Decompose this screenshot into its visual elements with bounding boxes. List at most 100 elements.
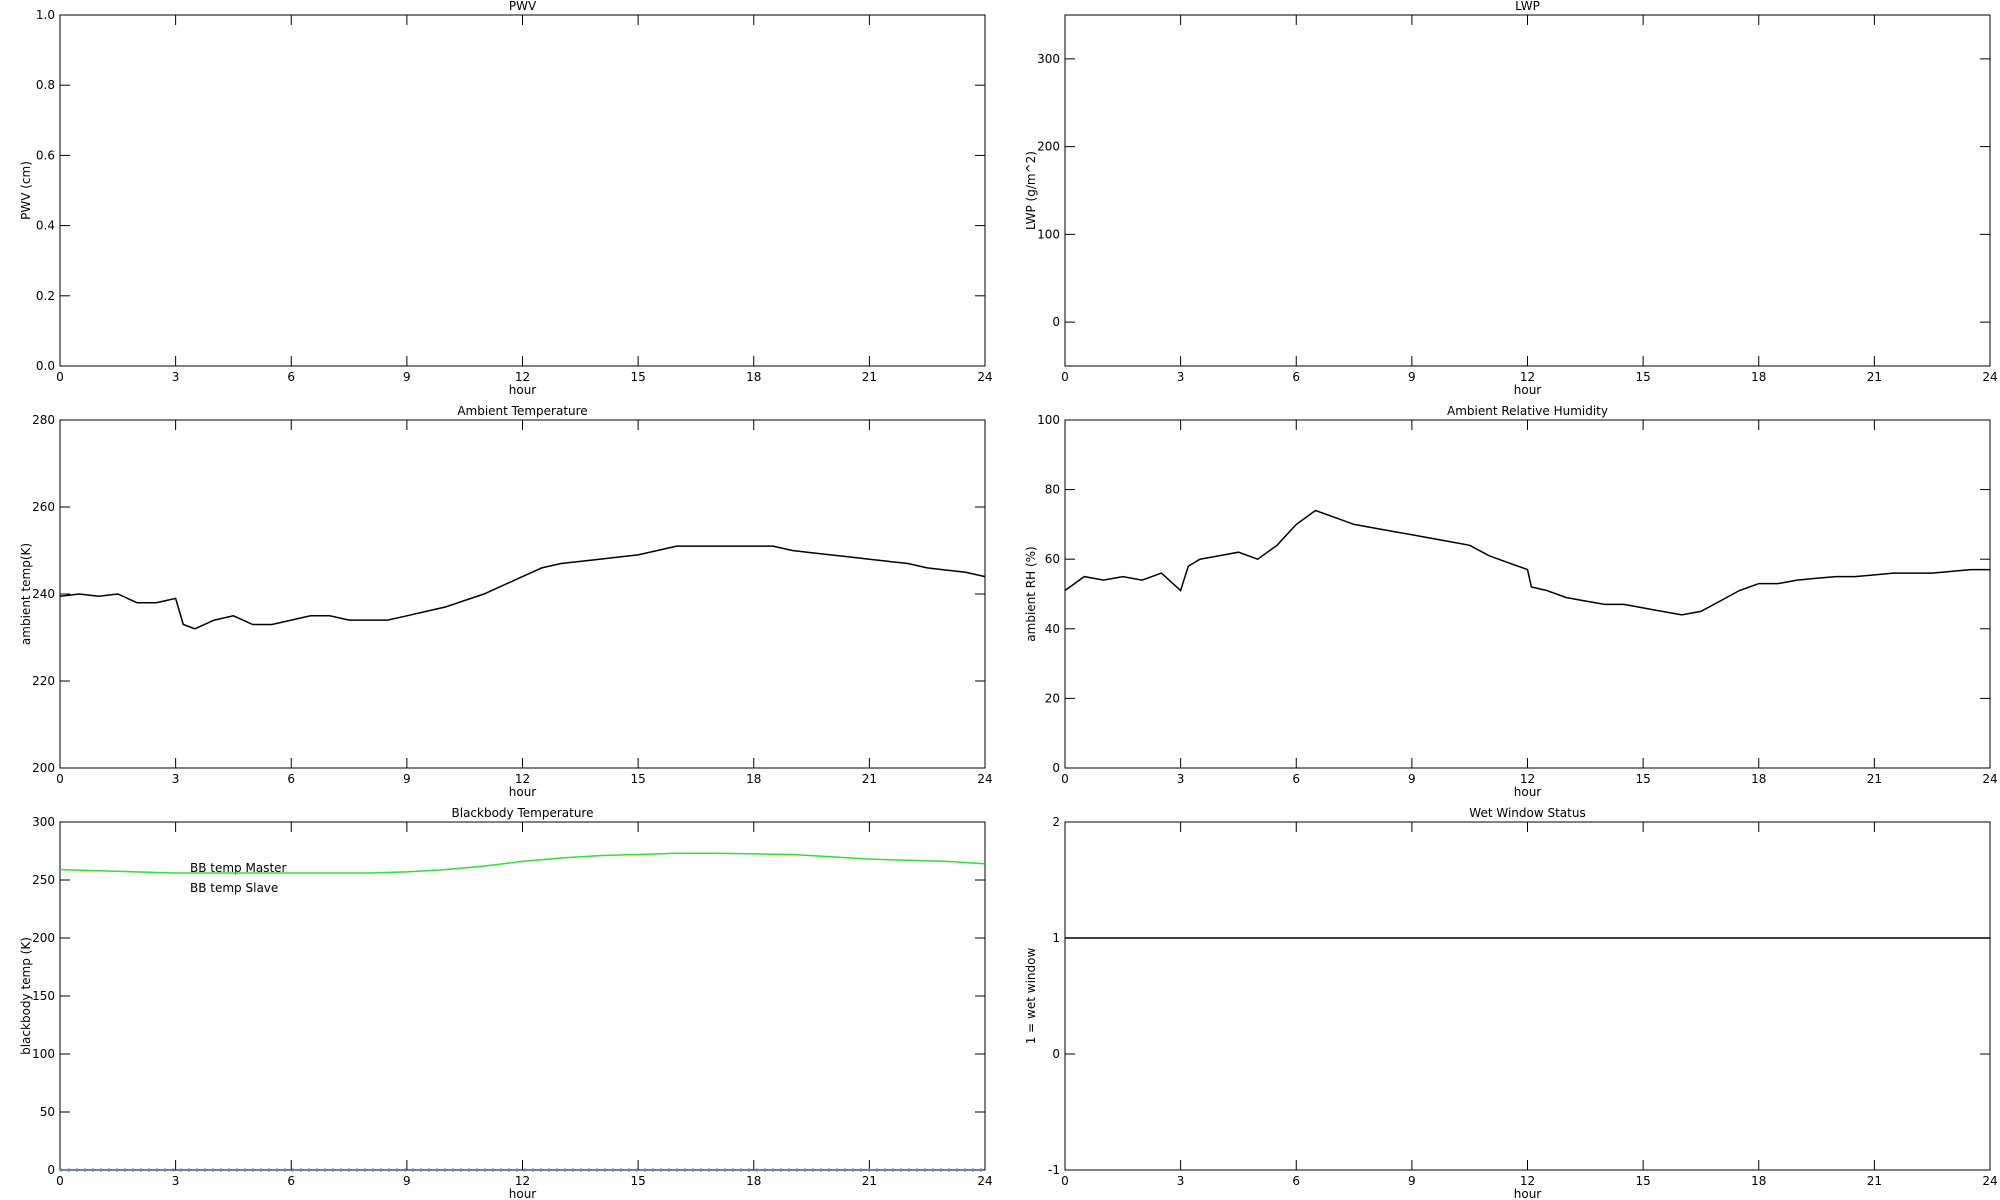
x-tick-label: 21 bbox=[862, 370, 877, 384]
x-tick-label: 3 bbox=[1177, 370, 1185, 384]
x-tick-label: 3 bbox=[172, 370, 180, 384]
y-tick-label: 0 bbox=[1052, 761, 1060, 775]
chart-panel: Ambient Temperature hour ambient temp(K) 0 3… bbox=[19, 404, 993, 799]
y-tick-label: 200 bbox=[32, 761, 55, 775]
chart-title: Blackbody Temperature bbox=[452, 806, 594, 820]
x-tick-label: 21 bbox=[862, 1174, 877, 1188]
y-tick-label: 0 bbox=[1052, 1047, 1060, 1061]
x-axis-label: hour bbox=[509, 785, 537, 799]
x-tick-label: 18 bbox=[1751, 1174, 1766, 1188]
x-tick-label: 24 bbox=[977, 772, 992, 786]
chart-title: PWV bbox=[509, 0, 537, 13]
chart-title: LWP bbox=[1515, 0, 1540, 13]
y-tick-label: 0 bbox=[47, 1163, 55, 1177]
x-tick-label: 0 bbox=[1061, 370, 1069, 384]
y-tick-label: 250 bbox=[32, 873, 55, 887]
data-line bbox=[59, 852, 986, 874]
plot-frame bbox=[1064, 821, 1991, 1171]
x-tick-label: 21 bbox=[1867, 772, 1882, 786]
y-tick-label: 300 bbox=[1037, 52, 1060, 66]
x-tick-label: 3 bbox=[1177, 772, 1185, 786]
x-axis-label: hour bbox=[509, 1187, 537, 1200]
x-tick-label: 18 bbox=[1751, 370, 1766, 384]
x-tick-label: 6 bbox=[1292, 370, 1300, 384]
x-tick-label: 18 bbox=[746, 772, 761, 786]
x-tick-label: 15 bbox=[1635, 1174, 1650, 1188]
y-tick-label: 300 bbox=[32, 815, 55, 829]
y-tick-label: 150 bbox=[32, 989, 55, 1003]
chart-title: Ambient Relative Humidity bbox=[1447, 404, 1608, 418]
y-tick-label: 0.0 bbox=[36, 359, 55, 373]
legend-entry: BB temp Master bbox=[190, 861, 287, 875]
y-tick-label: 100 bbox=[1037, 413, 1060, 427]
y-axis-label: 1 = wet window bbox=[1024, 948, 1038, 1045]
x-tick-label: 12 bbox=[515, 772, 530, 786]
x-tick-label: 12 bbox=[1520, 772, 1535, 786]
x-tick-label: 9 bbox=[403, 772, 411, 786]
y-tick-label: 100 bbox=[1037, 227, 1060, 241]
x-tick-label: 24 bbox=[977, 1174, 992, 1188]
y-tick-label: 50 bbox=[40, 1105, 55, 1119]
x-tick-label: 18 bbox=[1751, 772, 1766, 786]
y-axis-label: ambient RH (%) bbox=[1024, 546, 1038, 641]
x-tick-label: 9 bbox=[1408, 1174, 1416, 1188]
x-tick-label: 21 bbox=[1867, 370, 1882, 384]
x-tick-label: 12 bbox=[515, 370, 530, 384]
y-tick-label: 280 bbox=[32, 413, 55, 427]
plot-frame bbox=[59, 14, 986, 367]
x-tick-label: 21 bbox=[862, 772, 877, 786]
data-line bbox=[1064, 509, 1990, 616]
x-tick-label: 6 bbox=[287, 772, 295, 786]
x-tick-label: 24 bbox=[1982, 1174, 1997, 1188]
x-tick-label: 15 bbox=[630, 772, 645, 786]
y-tick-label: 0.8 bbox=[36, 78, 55, 92]
x-tick-label: 0 bbox=[56, 1174, 64, 1188]
y-tick-label: 40 bbox=[1045, 622, 1060, 636]
x-tick-label: 6 bbox=[1292, 1174, 1300, 1188]
x-tick-label: 0 bbox=[56, 772, 64, 786]
chart-title: Wet Window Status bbox=[1469, 806, 1585, 820]
x-tick-label: 12 bbox=[515, 1174, 530, 1188]
x-tick-label: 15 bbox=[630, 370, 645, 384]
y-tick-label: 2 bbox=[1052, 815, 1060, 829]
plot-frame bbox=[59, 419, 986, 769]
y-tick-label: 0 bbox=[1052, 315, 1060, 329]
x-axis-label: hour bbox=[1514, 383, 1542, 397]
y-tick-label: 220 bbox=[32, 674, 55, 688]
chart-panel: Wet Window Status hour 1 = wet window 0 3 6 9 1… bbox=[1024, 806, 1998, 1200]
legend-entry: BB temp Slave bbox=[190, 881, 278, 895]
chart-title: Ambient Temperature bbox=[457, 404, 587, 418]
y-tick-label: 60 bbox=[1045, 552, 1060, 566]
x-tick-label: 3 bbox=[1177, 1174, 1185, 1188]
y-axis-label: ambient temp(K) bbox=[19, 543, 33, 645]
x-tick-label: 9 bbox=[403, 370, 411, 384]
x-tick-label: 15 bbox=[1635, 772, 1650, 786]
x-tick-label: 0 bbox=[1061, 1174, 1069, 1188]
x-axis-label: hour bbox=[509, 383, 537, 397]
x-tick-label: 15 bbox=[630, 1174, 645, 1188]
y-tick-label: 0.6 bbox=[36, 148, 55, 162]
y-tick-label: 240 bbox=[32, 587, 55, 601]
x-tick-label: 12 bbox=[1520, 1174, 1535, 1188]
y-axis-label: blackbody temp (K) bbox=[19, 937, 33, 1055]
y-tick-label: 0.4 bbox=[36, 219, 55, 233]
chart-panel: Ambient Relative Humidity hour ambient RH … bbox=[1024, 404, 1998, 799]
data-line bbox=[59, 545, 986, 630]
chart-panel: Blackbody Temperature hour blackbody temp … bbox=[19, 806, 993, 1200]
y-tick-label: 20 bbox=[1045, 691, 1060, 705]
y-tick-label: 200 bbox=[1037, 140, 1060, 154]
x-tick-label: 6 bbox=[287, 1174, 295, 1188]
x-tick-label: 9 bbox=[403, 1174, 411, 1188]
chart-panel: PWV hour PWV (cm) 0 3 6 9 12 15 18 21 24 0.0 0.2 0.4 0.… bbox=[19, 0, 993, 397]
plot-frame bbox=[1064, 419, 1991, 769]
plot-frame bbox=[1064, 14, 1991, 367]
x-axis-label: hour bbox=[1514, 785, 1542, 799]
x-tick-label: 15 bbox=[1635, 370, 1650, 384]
y-tick-label: 1 bbox=[1052, 931, 1060, 945]
x-tick-label: 3 bbox=[172, 772, 180, 786]
x-tick-label: 24 bbox=[1982, 772, 1997, 786]
x-tick-label: 21 bbox=[1867, 1174, 1882, 1188]
x-tick-label: 24 bbox=[977, 370, 992, 384]
y-tick-label: 100 bbox=[32, 1047, 55, 1061]
